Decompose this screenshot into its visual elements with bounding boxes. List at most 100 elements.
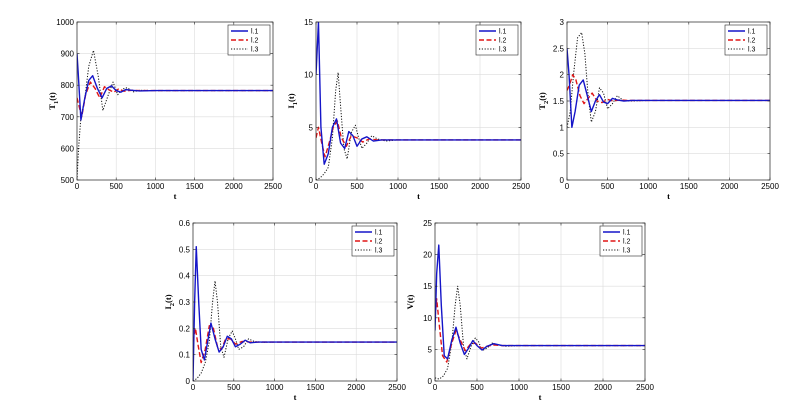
x-tick-label: 500 <box>110 182 124 191</box>
x-tick-label: 1000 <box>266 383 284 392</box>
x-tick-label: 2500 <box>761 182 779 191</box>
y-tick-label: 1000 <box>56 18 74 27</box>
y-tick-label: 3 <box>560 18 565 27</box>
series-line-l-1 <box>567 48 770 129</box>
y-tick-label: 0.3 <box>179 298 191 307</box>
x-tick-label: 2000 <box>225 182 243 191</box>
y-tick-label: 0.5 <box>553 150 565 159</box>
x-tick-label: 1000 <box>639 182 657 191</box>
y-axis-label: T2(t) <box>537 92 550 110</box>
legend-label-l-3: l.3 <box>748 47 756 54</box>
x-tick-label: 500 <box>350 182 364 191</box>
y-tick-label: 5 <box>309 123 314 132</box>
axes-box <box>315 21 522 181</box>
axes-box <box>76 21 274 181</box>
y-tick-label: 0.1 <box>179 351 191 360</box>
x-tick-label: 500 <box>227 383 241 392</box>
y-tick-label: 0.2 <box>179 324 191 333</box>
y-tick-label: 500 <box>61 176 75 185</box>
y-tick-label: 900 <box>61 50 75 59</box>
legend-label-l-1: l.1 <box>251 29 259 36</box>
x-axis-label: t <box>539 392 542 402</box>
x-tick-label: 1500 <box>186 182 204 191</box>
y-tick-label: 0 <box>428 377 433 386</box>
y-tick-label: 600 <box>61 144 75 153</box>
x-tick-label: 0 <box>191 383 196 392</box>
legend-box <box>724 24 768 56</box>
legend: l.1 l.2 l.3 <box>599 225 643 257</box>
x-tick-label: 0 <box>75 182 80 191</box>
y-tick-label: 0.5 <box>179 245 191 254</box>
y-tick-label: 2 <box>560 71 565 80</box>
y-tick-label: 2.5 <box>553 44 565 53</box>
legend-label-l-2: l.2 <box>623 239 631 246</box>
legend-label-l-3: l.3 <box>251 47 259 54</box>
y-tick-label: 10 <box>423 314 432 323</box>
y-axis-label: T1(t) <box>47 92 60 110</box>
legend-label-l-3: l.3 <box>623 248 631 255</box>
x-tick-label: 0 <box>565 182 570 191</box>
y-axis-label: I1(t) <box>286 93 299 108</box>
y-axis-label: I2(t) <box>163 294 176 309</box>
y-tick-label: 25 <box>423 219 432 228</box>
legend-label-l-1: l.1 <box>748 29 756 36</box>
x-tick-label: 500 <box>601 182 615 191</box>
y-tick-label: 0.6 <box>179 219 191 228</box>
legend: l.1 l.2 l.3 <box>724 24 768 56</box>
legend-label-l-1: l.1 <box>375 230 383 237</box>
x-tick-label: 2500 <box>636 383 654 392</box>
series-line-l-1 <box>435 244 645 360</box>
x-tick-label: 2500 <box>388 383 406 392</box>
x-tick-label: 1500 <box>307 383 325 392</box>
y-tick-label: 0 <box>186 377 191 386</box>
series-line-l-2 <box>193 325 397 364</box>
series-group <box>435 244 645 380</box>
series-group <box>567 32 770 129</box>
x-axis-label: t <box>667 191 670 201</box>
series-line-l-1 <box>316 22 521 165</box>
y-tick-label: 15 <box>423 282 432 291</box>
series-line-l-1 <box>77 53 273 121</box>
x-tick-label: 1000 <box>147 182 165 191</box>
x-tick-label: 1500 <box>552 383 570 392</box>
y-tick-label: 10 <box>304 71 313 80</box>
chart-panel-3: 0 500 1000 1500 2000 2500 0 0.5 1 1.5 2 2.5 3 t T2(t) l… <box>537 18 779 201</box>
y-tick-label: 0 <box>560 176 565 185</box>
chart-panel-2: 0 500 1000 1500 2000 2500051015tI1(t)l.1l.2l.… <box>286 18 530 201</box>
legend: l.1 l.2 l.3 <box>227 24 271 56</box>
x-tick-label: 2000 <box>594 383 612 392</box>
legend-label-l-1: l.1 <box>499 29 507 36</box>
legend-label-l-2: l.2 <box>748 38 756 45</box>
y-tick-label: 800 <box>61 81 75 90</box>
x-axis-label: t <box>294 392 297 402</box>
legend-label-l-2: l.2 <box>375 239 383 246</box>
x-tick-label: 1000 <box>510 383 528 392</box>
x-tick-label: 500 <box>470 383 484 392</box>
legend: l.1 l.2 l.3 <box>351 225 395 257</box>
x-tick-label: 1500 <box>680 182 698 191</box>
y-tick-label: 20 <box>423 251 432 260</box>
chart-panel-1: 0 500 1000 1500 2000 25005006007008009001000t… <box>47 18 282 201</box>
x-tick-label: 2500 <box>264 182 282 191</box>
series-group <box>77 49 273 180</box>
series-group <box>193 245 397 381</box>
legend-label-l-2: l.2 <box>251 38 259 45</box>
x-tick-label: 2000 <box>721 182 739 191</box>
y-tick-label: 1.5 <box>553 97 565 106</box>
legend-label-l-3: l.3 <box>375 248 383 255</box>
x-tick-label: 0 <box>433 383 438 392</box>
x-axis-label: t <box>417 191 420 201</box>
x-tick-label: 1000 <box>389 182 407 191</box>
axes-box <box>434 222 646 382</box>
x-tick-label: 0 <box>314 182 319 191</box>
series-line-l-3 <box>435 285 645 380</box>
y-tick-label: 0 <box>309 176 314 185</box>
y-tick-label: 5 <box>428 345 433 354</box>
chart-panel-4: 0 500 1000 1500 2000 2500 0 0.1 0.2 0.3 0.4 0.5 0.6 t… <box>163 219 406 402</box>
x-tick-label: 2500 <box>512 182 530 191</box>
y-tick-label: 15 <box>304 18 313 27</box>
legend-label-l-1: l.1 <box>623 230 631 237</box>
x-axis-label: t <box>174 191 177 201</box>
legend: l.1 l.2 l.3 <box>475 24 519 56</box>
